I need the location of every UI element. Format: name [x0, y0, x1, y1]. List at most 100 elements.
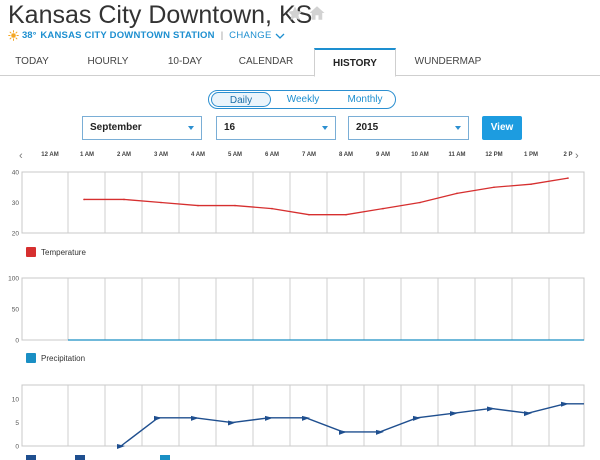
- temperature-point: [160, 201, 162, 204]
- wind-direction-marker: [117, 444, 125, 449]
- y-tick-label: 100: [8, 276, 19, 283]
- daily-button[interactable]: Daily: [211, 92, 271, 107]
- time-tick-label: 5 AM: [227, 152, 243, 158]
- y-tick-label: 50: [12, 307, 20, 314]
- temperature-point: [493, 186, 495, 189]
- year-select[interactable]: 2015: [348, 116, 469, 140]
- time-tick-label: 9 AM: [375, 152, 391, 158]
- time-tick-label: 10 AM: [411, 152, 429, 158]
- plot-area: [21, 384, 585, 447]
- legend-label: Temperature: [41, 247, 86, 257]
- wind-direction-marker: [376, 429, 384, 435]
- current-temperature: 38°: [22, 30, 37, 41]
- chevron-down-icon[interactable]: [275, 32, 285, 40]
- time-tick-label: 1 PM: [523, 152, 539, 158]
- plot-area: [21, 171, 585, 234]
- time-tick-label: 2 AM: [116, 152, 132, 158]
- tab-wundermap[interactable]: WUNDERMAP: [414, 56, 482, 67]
- period-toggle: Daily Weekly Monthly: [208, 90, 396, 109]
- star-icon[interactable]: [286, 5, 304, 22]
- legend-temperature[interactable]: Temperature: [26, 247, 86, 257]
- y-tick-label: 5: [15, 420, 19, 427]
- tab-today[interactable]: TODAY: [15, 56, 49, 67]
- wind-direction-marker: [302, 415, 310, 421]
- legend-swatch[interactable]: [26, 455, 36, 460]
- year-select-value: 2015: [356, 122, 379, 133]
- tab-calendar[interactable]: CALENDAR: [238, 56, 294, 67]
- wind-direction-marker: [154, 415, 162, 421]
- legend-label: Precipitation: [41, 353, 86, 363]
- y-tick-label: 0: [15, 444, 19, 451]
- y-tick-label: 20: [12, 231, 20, 238]
- caret-down-icon: [322, 126, 328, 130]
- tab-10-day[interactable]: 10-DAY: [167, 56, 203, 67]
- wind-direction-marker: [413, 415, 421, 421]
- day-select-value: 16: [224, 122, 236, 133]
- temperature-point: [382, 207, 384, 210]
- time-tick-label: 4 AM: [190, 152, 206, 158]
- month-select[interactable]: September: [82, 116, 202, 140]
- nav-tabs: TODAY HOURLY 10-DAY CALENDAR HISTORY WUN…: [0, 48, 600, 77]
- temperature-chart: 20 30 40: [12, 170, 585, 238]
- caret-down-icon: [188, 126, 194, 130]
- station-name[interactable]: KANSAS CITY DOWNTOWN STATION: [40, 30, 215, 41]
- plot-area: [21, 277, 585, 341]
- view-button[interactable]: View: [482, 116, 522, 140]
- station-info: 38° KANSAS CITY DOWNTOWN STATION | CHANG…: [8, 30, 285, 41]
- temperature-point: [456, 192, 458, 195]
- caret-down-icon: [455, 126, 461, 130]
- wind-direction-marker: [265, 415, 273, 421]
- temperature-point: [271, 207, 273, 210]
- day-select[interactable]: 16: [216, 116, 336, 140]
- legend-swatch[interactable]: [160, 455, 170, 460]
- temperature-point: [308, 213, 310, 216]
- time-tick-label: 8 AM: [338, 152, 354, 158]
- monthly-button[interactable]: Monthly: [347, 94, 383, 105]
- temperature-point: [345, 213, 347, 216]
- time-tick-label: 11 AM: [448, 152, 466, 158]
- time-tick-label: 12 PM: [485, 152, 503, 158]
- time-tick-label: 3 AM: [153, 152, 169, 158]
- sun-icon: [8, 30, 19, 41]
- change-station-link[interactable]: CHANGE: [229, 30, 272, 41]
- temperature-point: [419, 201, 421, 204]
- tab-history[interactable]: HISTORY: [314, 48, 396, 77]
- wind-chart: 0 5 10: [12, 384, 585, 451]
- next-arrow-icon[interactable]: ›: [575, 150, 579, 162]
- temperature-point: [234, 204, 236, 207]
- y-tick-label: 0: [15, 338, 19, 345]
- time-tick-label: 6 AM: [264, 152, 280, 158]
- wind-direction-marker: [450, 411, 458, 417]
- temperature-point: [567, 177, 569, 179]
- page-title: Kansas City Downtown, KS: [8, 1, 313, 29]
- wind-direction-marker: [487, 406, 495, 412]
- tab-hourly[interactable]: HOURLY: [87, 56, 129, 67]
- wind-direction-marker: [191, 415, 199, 421]
- time-tick-label: 12 AM: [41, 152, 59, 158]
- wind-direction-marker: [228, 420, 236, 426]
- legend-swatch[interactable]: [75, 455, 85, 460]
- y-tick-label: 40: [12, 170, 20, 177]
- y-tick-label: 30: [12, 200, 20, 207]
- wind-direction-marker: [524, 411, 532, 417]
- temperature-point: [83, 198, 85, 201]
- home-icon[interactable]: [308, 4, 326, 22]
- temperature-point: [123, 198, 125, 201]
- wind-direction-marker: [339, 429, 347, 435]
- time-tick-label: 1 AM: [79, 152, 95, 158]
- legend-swatch: [26, 353, 36, 363]
- precipitation-chart: 0 50 100: [8, 276, 585, 345]
- wind-line: [120, 403, 584, 447]
- separator: |: [220, 30, 224, 41]
- temperature-point: [197, 204, 199, 207]
- temperature-point: [530, 183, 532, 185]
- legend-precipitation[interactable]: Precipitation: [26, 353, 85, 363]
- time-tick-label: 7 AM: [301, 152, 317, 158]
- weekly-button[interactable]: Weekly: [286, 94, 320, 105]
- y-tick-label: 10: [12, 397, 20, 404]
- prev-arrow-icon[interactable]: ‹: [19, 150, 23, 162]
- legend-swatch: [26, 247, 36, 257]
- month-select-value: September: [90, 122, 142, 133]
- temperature-line: [84, 177, 569, 216]
- time-tick-label: 2 P: [563, 152, 573, 158]
